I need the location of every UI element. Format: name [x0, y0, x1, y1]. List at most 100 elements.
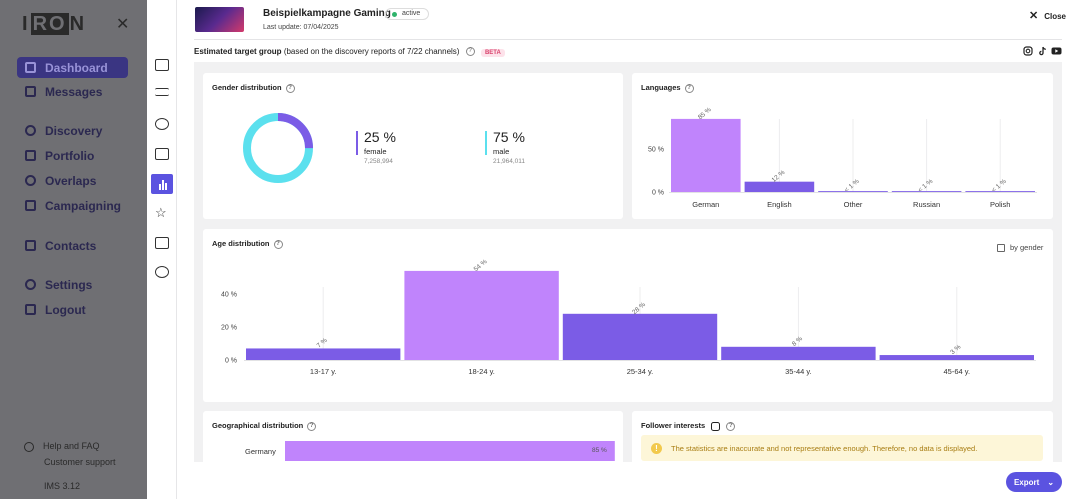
nav-discovery[interactable]: Discovery — [17, 120, 128, 141]
y-tick-label: 0 % — [652, 190, 664, 197]
female-color-bar — [356, 131, 358, 155]
nav-dashboard[interactable]: Dashboard — [17, 57, 128, 78]
mail-icon[interactable] — [155, 237, 169, 249]
female-label: female — [364, 147, 387, 156]
settings-icon — [25, 279, 36, 290]
bar — [891, 191, 962, 192]
nav-campaigning[interactable]: Campaigning — [17, 195, 128, 216]
follower-card: Follower interests ? ! The statistics ar… — [632, 411, 1053, 471]
category-label: English — [767, 200, 792, 209]
help-icon[interactable]: ? — [273, 239, 283, 249]
category-label: 18-24 y. — [468, 367, 495, 376]
export-label: Export — [1013, 477, 1040, 487]
youtube-icon[interactable] — [1051, 46, 1062, 58]
help-icon[interactable]: ? — [307, 421, 317, 431]
bar — [404, 270, 559, 360]
category-label: Other — [844, 200, 863, 209]
help-icon[interactable]: ? — [285, 83, 295, 93]
donut-female-arc — [243, 113, 313, 183]
help-icon[interactable]: ? — [726, 421, 736, 431]
languages-title: Languages? — [641, 83, 694, 93]
gender-donut — [243, 113, 313, 183]
bar — [721, 346, 876, 360]
overlaps-icon — [25, 175, 36, 186]
checklist-icon[interactable] — [155, 88, 169, 96]
instagram-icon — [711, 421, 721, 431]
stats-area: Gender distribution? 25 % female 7,258,9… — [194, 62, 1062, 471]
version-label: IMS 3.12 — [44, 481, 81, 491]
category-label: 45-64 y. — [944, 367, 971, 376]
export-button[interactable]: Export ⌄ — [1006, 472, 1062, 492]
bar — [246, 348, 401, 360]
warning-banner: ! The statistics are inaccurate and not … — [641, 435, 1043, 461]
nav-logout[interactable]: Logout — [17, 299, 128, 320]
female-count: 7,258,994 — [364, 158, 393, 165]
main-panel: Beispielkampagne Gaming active Last upda… — [177, 0, 1080, 499]
contacts-icon — [25, 240, 36, 251]
target-group-title: Estimated target group — [194, 47, 282, 56]
male-color-bar — [485, 131, 487, 155]
nav-label: Discovery — [45, 123, 103, 138]
bar — [671, 118, 741, 192]
bar — [562, 313, 718, 360]
beta-badge: BETA — [480, 49, 505, 57]
close-icon: ✕ — [1029, 10, 1039, 22]
dashboard-icon — [25, 62, 36, 73]
warning-icon: ! — [651, 443, 662, 454]
nav-label: Campaigning — [45, 198, 122, 213]
logout-icon — [25, 304, 36, 315]
close-button[interactable]: ✕ Close — [1029, 9, 1066, 22]
age-card: Age distribution? by gender 0 % 20 % 40 % 7… — [203, 229, 1053, 402]
age-chart: 0 %20 %40 %7 %13-17 y.54 %18-24 y.28 %25… — [221, 258, 1036, 376]
nav-label: Dashboard — [45, 60, 108, 75]
geo-card: Geographical distribution? Germany 85 % — [203, 411, 623, 471]
star-icon[interactable]: ☆ — [155, 205, 167, 220]
header-divider — [194, 39, 1062, 40]
tiktok-icon[interactable] — [1038, 46, 1048, 58]
by-gender-checkbox[interactable] — [997, 244, 1005, 252]
y-tick-label: 0 % — [225, 358, 237, 365]
history-icon[interactable] — [155, 266, 169, 278]
geo-title: Geographical distribution? — [212, 421, 317, 431]
help-icon — [24, 441, 34, 452]
category-label: Polish — [990, 200, 1010, 209]
y-tick-label: 50 % — [648, 147, 664, 154]
category-label: German — [692, 200, 719, 209]
data-label: 3 % — [949, 343, 962, 356]
geo-chart — [285, 441, 615, 461]
discovery-icon — [25, 125, 36, 136]
nav-messages[interactable]: Messages — [17, 81, 128, 102]
campaign-title: Beispielkampagne Gaming — [263, 8, 391, 19]
nav-settings[interactable]: Settings — [17, 274, 128, 295]
close-sidebar-icon[interactable]: ✕ — [116, 16, 130, 33]
overview-icon[interactable] — [155, 59, 169, 71]
category-label: 25-34 y. — [627, 367, 654, 376]
category-label: 13-17 y. — [310, 367, 337, 376]
icon-rail: ☆ — [147, 0, 177, 499]
nav-portfolio[interactable]: Portfolio — [17, 145, 128, 166]
image-icon[interactable] — [155, 148, 169, 160]
geo-value-label: 85 % — [592, 447, 607, 454]
bar — [879, 355, 1034, 360]
data-label: 7 % — [316, 337, 329, 350]
help-icon[interactable]: ? — [465, 47, 475, 57]
age-title: Age distribution? — [212, 239, 283, 249]
nav-contacts[interactable]: Contacts — [17, 235, 128, 256]
target-group-note: (based on the discovery reports of 7/22 … — [283, 47, 460, 56]
nav-label: Logout — [45, 302, 86, 317]
nav-overlaps[interactable]: Overlaps — [17, 170, 128, 191]
y-tick-label: 20 % — [221, 325, 237, 332]
warning-text: The statistics are inaccurate and not re… — [671, 443, 978, 453]
analytics-icon[interactable] — [151, 174, 173, 194]
help-icon[interactable]: ? — [684, 83, 694, 93]
instagram-icon[interactable] — [1023, 46, 1033, 58]
by-gender-label: by gender — [1010, 243, 1044, 252]
gender-card: Gender distribution? 25 % female 7,258,9… — [203, 73, 623, 219]
geo-country-label: Germany — [245, 447, 276, 456]
help-faq-link[interactable]: Help and FAQ — [24, 441, 100, 452]
customer-support-link[interactable]: Customer support — [44, 457, 116, 467]
audience-icon[interactable] — [155, 118, 169, 130]
help-label: Help and FAQ — [43, 441, 100, 451]
nav-label: Portfolio — [45, 148, 95, 163]
